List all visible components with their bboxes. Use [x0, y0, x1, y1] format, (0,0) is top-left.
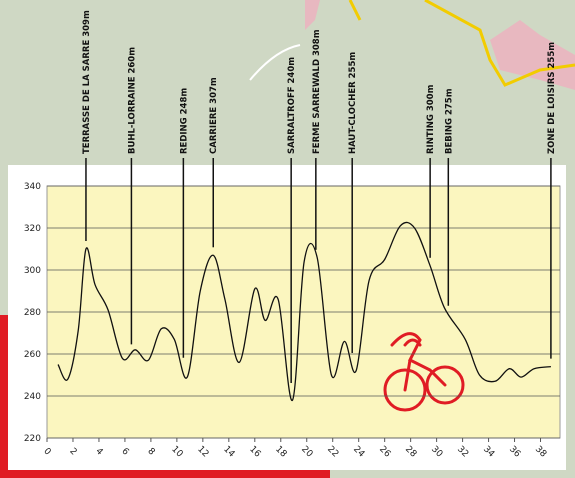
annotation-label: ZONE DE LOISIRS 255m [547, 42, 557, 154]
y-tick-label: 260 [24, 350, 41, 360]
page: 2202402602803003203400246810121416182022… [0, 0, 575, 478]
annotation-label: SARRALTROFF 240m [287, 57, 297, 154]
annotation-label: FERME SARREWALD 308m [312, 29, 322, 154]
annotation-label: BUHL-LORRAINE 260m [127, 47, 137, 154]
y-tick-label: 220 [24, 434, 41, 444]
annotation-label: BEBING 275m [444, 88, 454, 154]
annotation-label: RINTING 300m [426, 84, 436, 154]
y-tick-label: 340 [24, 182, 41, 192]
y-tick-label: 280 [24, 308, 41, 318]
y-tick-label: 320 [24, 224, 41, 234]
annotation-label: CARRIERE 307m [209, 77, 219, 154]
y-tick-label: 300 [24, 266, 41, 276]
annotation-label: REDING 248m [179, 88, 189, 154]
annotation-label: HAUT-CLOCHER 255m [348, 52, 358, 154]
annotation-label: TERRASSE DE LA SARRE 309m [82, 10, 92, 154]
y-tick-label: 240 [24, 392, 41, 402]
